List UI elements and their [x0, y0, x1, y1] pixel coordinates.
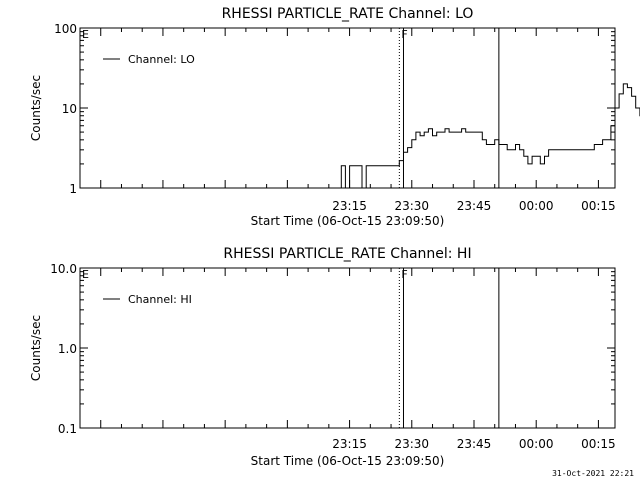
- series-line-0-0: [328, 83, 640, 189]
- x-tick-label-1: 00:15: [581, 437, 616, 451]
- chart-title-0: RHESSI PARTICLE_RATE Channel: LO: [222, 6, 474, 22]
- x-axis-label-0: Start Time (06-Oct-15 23:09:50): [251, 214, 445, 228]
- chart-title-1: RHESSI PARTICLE_RATE Channel: HI: [223, 246, 471, 262]
- x-tick-label-0: 00:15: [581, 199, 616, 213]
- x-tick-label-0: 23:30: [394, 199, 429, 213]
- region-marker-label-1-0: E: [82, 268, 89, 281]
- y-tick-label-1: 10.0: [50, 262, 77, 276]
- y-tick-label-0: 10: [62, 102, 77, 116]
- footer-timestamp: 31-Oct-2021 22:21: [552, 469, 634, 478]
- x-axis-label-1: Start Time (06-Oct-15 23:09:50): [251, 454, 445, 468]
- region-marker-label-0-0: E: [82, 28, 89, 41]
- y-tick-label-0: 100: [54, 22, 77, 36]
- y-tick-label-1: 1.0: [58, 342, 77, 356]
- x-tick-label-1: 00:00: [519, 437, 554, 451]
- x-tick-label-0: 23:45: [457, 199, 492, 213]
- y-axis-label-0: Counts/sec: [29, 75, 43, 141]
- y-axis-label-1: Counts/sec: [29, 315, 43, 381]
- region-marker-label-1-1: F: [401, 268, 407, 281]
- x-tick-label-1: 23:30: [394, 437, 429, 451]
- x-tick-label-0: 23:15: [332, 199, 367, 213]
- plot-frame-1: [79, 267, 616, 429]
- y-tick-label-1: 0.1: [58, 422, 77, 436]
- legend-label-1: Channel: HI: [128, 293, 192, 306]
- x-tick-label-1: 23:45: [457, 437, 492, 451]
- legend-label-0: Channel: LO: [128, 53, 195, 66]
- plot-frame-0: [79, 27, 616, 189]
- x-tick-label-0: 00:00: [519, 199, 554, 213]
- x-tick-label-1: 23:15: [332, 437, 367, 451]
- region-marker-label-0-1: F: [401, 28, 407, 41]
- y-tick-label-0: 1: [69, 182, 77, 196]
